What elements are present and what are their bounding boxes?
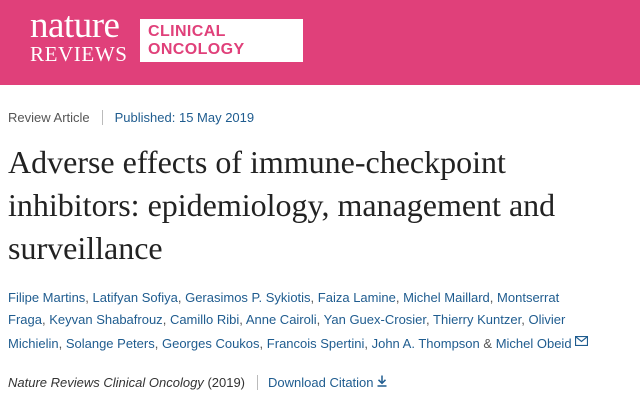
citation-year: (2019) (207, 375, 246, 390)
author-link[interactable]: Keyvan Shabafrouz (49, 312, 163, 327)
author-link[interactable]: Latifyan Sofiya (92, 290, 178, 305)
author-link[interactable]: Camillo Ribi (169, 312, 240, 327)
author-line-1: Filipe Martins, Latifyan Sofiya, Gerasim… (8, 290, 560, 305)
author-link[interactable]: John A. Thompson (371, 336, 480, 351)
author-link[interactable]: Anne Cairoli (245, 312, 317, 327)
citation-journal: Nature Reviews Clinical Oncology (8, 375, 204, 390)
title-line-2: inhibitors: epidemiology, management and (8, 187, 556, 223)
author-link[interactable]: Yan Guex-Crosier (323, 312, 427, 327)
author-link[interactable]: Gerasimos P. Sykiotis (185, 290, 311, 305)
title-line-1: Adverse effects of immune-checkpoint (8, 144, 506, 180)
author-link-corresponding[interactable]: Michel Obeid (495, 336, 572, 351)
author-link[interactable]: Faiza Lamine (317, 290, 396, 305)
envelope-icon[interactable] (574, 331, 588, 353)
citation-divider (257, 375, 259, 390)
citation-row: Nature Reviews Clinical Oncology (2019) … (8, 375, 387, 390)
journal-name-line1: CLINICAL (148, 23, 226, 40)
download-citation-label: Download Citation (268, 375, 374, 390)
download-arrow-icon (377, 375, 387, 390)
published-date: Published: 15 May 2019 (114, 110, 255, 125)
journal-name-box[interactable]: CLINICAL ONCOLOGY (140, 19, 303, 62)
title-line-3: surveillance (8, 230, 163, 266)
meta-divider (101, 110, 103, 125)
journal-banner: nature REVIEWS CLINICAL ONCOLOGY (0, 0, 640, 85)
author-link[interactable]: Thierry Kuntzer (433, 312, 522, 327)
article-title: Adverse effects of immune-checkpoint inh… (8, 141, 640, 270)
reviews-logo-text[interactable]: REVIEWS (30, 42, 128, 66)
author-line-2: Fraga, Keyvan Shabafrouz, Camillo Ribi, … (8, 312, 566, 327)
nature-logo-text[interactable]: nature (30, 5, 120, 46)
journal-name-line2: ONCOLOGY (148, 41, 245, 58)
author-list: Filipe Martins, Latifyan Sofiya, Gerasim… (8, 287, 638, 355)
author-link[interactable]: Solange Peters (65, 336, 155, 351)
author-line-3: Michielin, Solange Peters, Georges Couko… (8, 331, 638, 355)
article-type: Review Article (8, 110, 90, 125)
author-link[interactable]: Francois Spertini (266, 336, 365, 351)
author-link[interactable]: Fraga (8, 312, 42, 327)
ampersand: & (483, 336, 493, 351)
article-meta: Review Article Published: 15 May 2019 (8, 110, 254, 125)
author-link[interactable]: Michielin (8, 336, 59, 351)
download-citation-link[interactable]: Download Citation (268, 375, 387, 390)
author-link[interactable]: Georges Coukos (161, 336, 260, 351)
author-link[interactable]: Filipe Martins (8, 290, 86, 305)
author-link[interactable]: Michel Maillard (403, 290, 490, 305)
author-link[interactable]: Olivier (528, 312, 566, 327)
author-link[interactable]: Montserrat (497, 290, 560, 305)
